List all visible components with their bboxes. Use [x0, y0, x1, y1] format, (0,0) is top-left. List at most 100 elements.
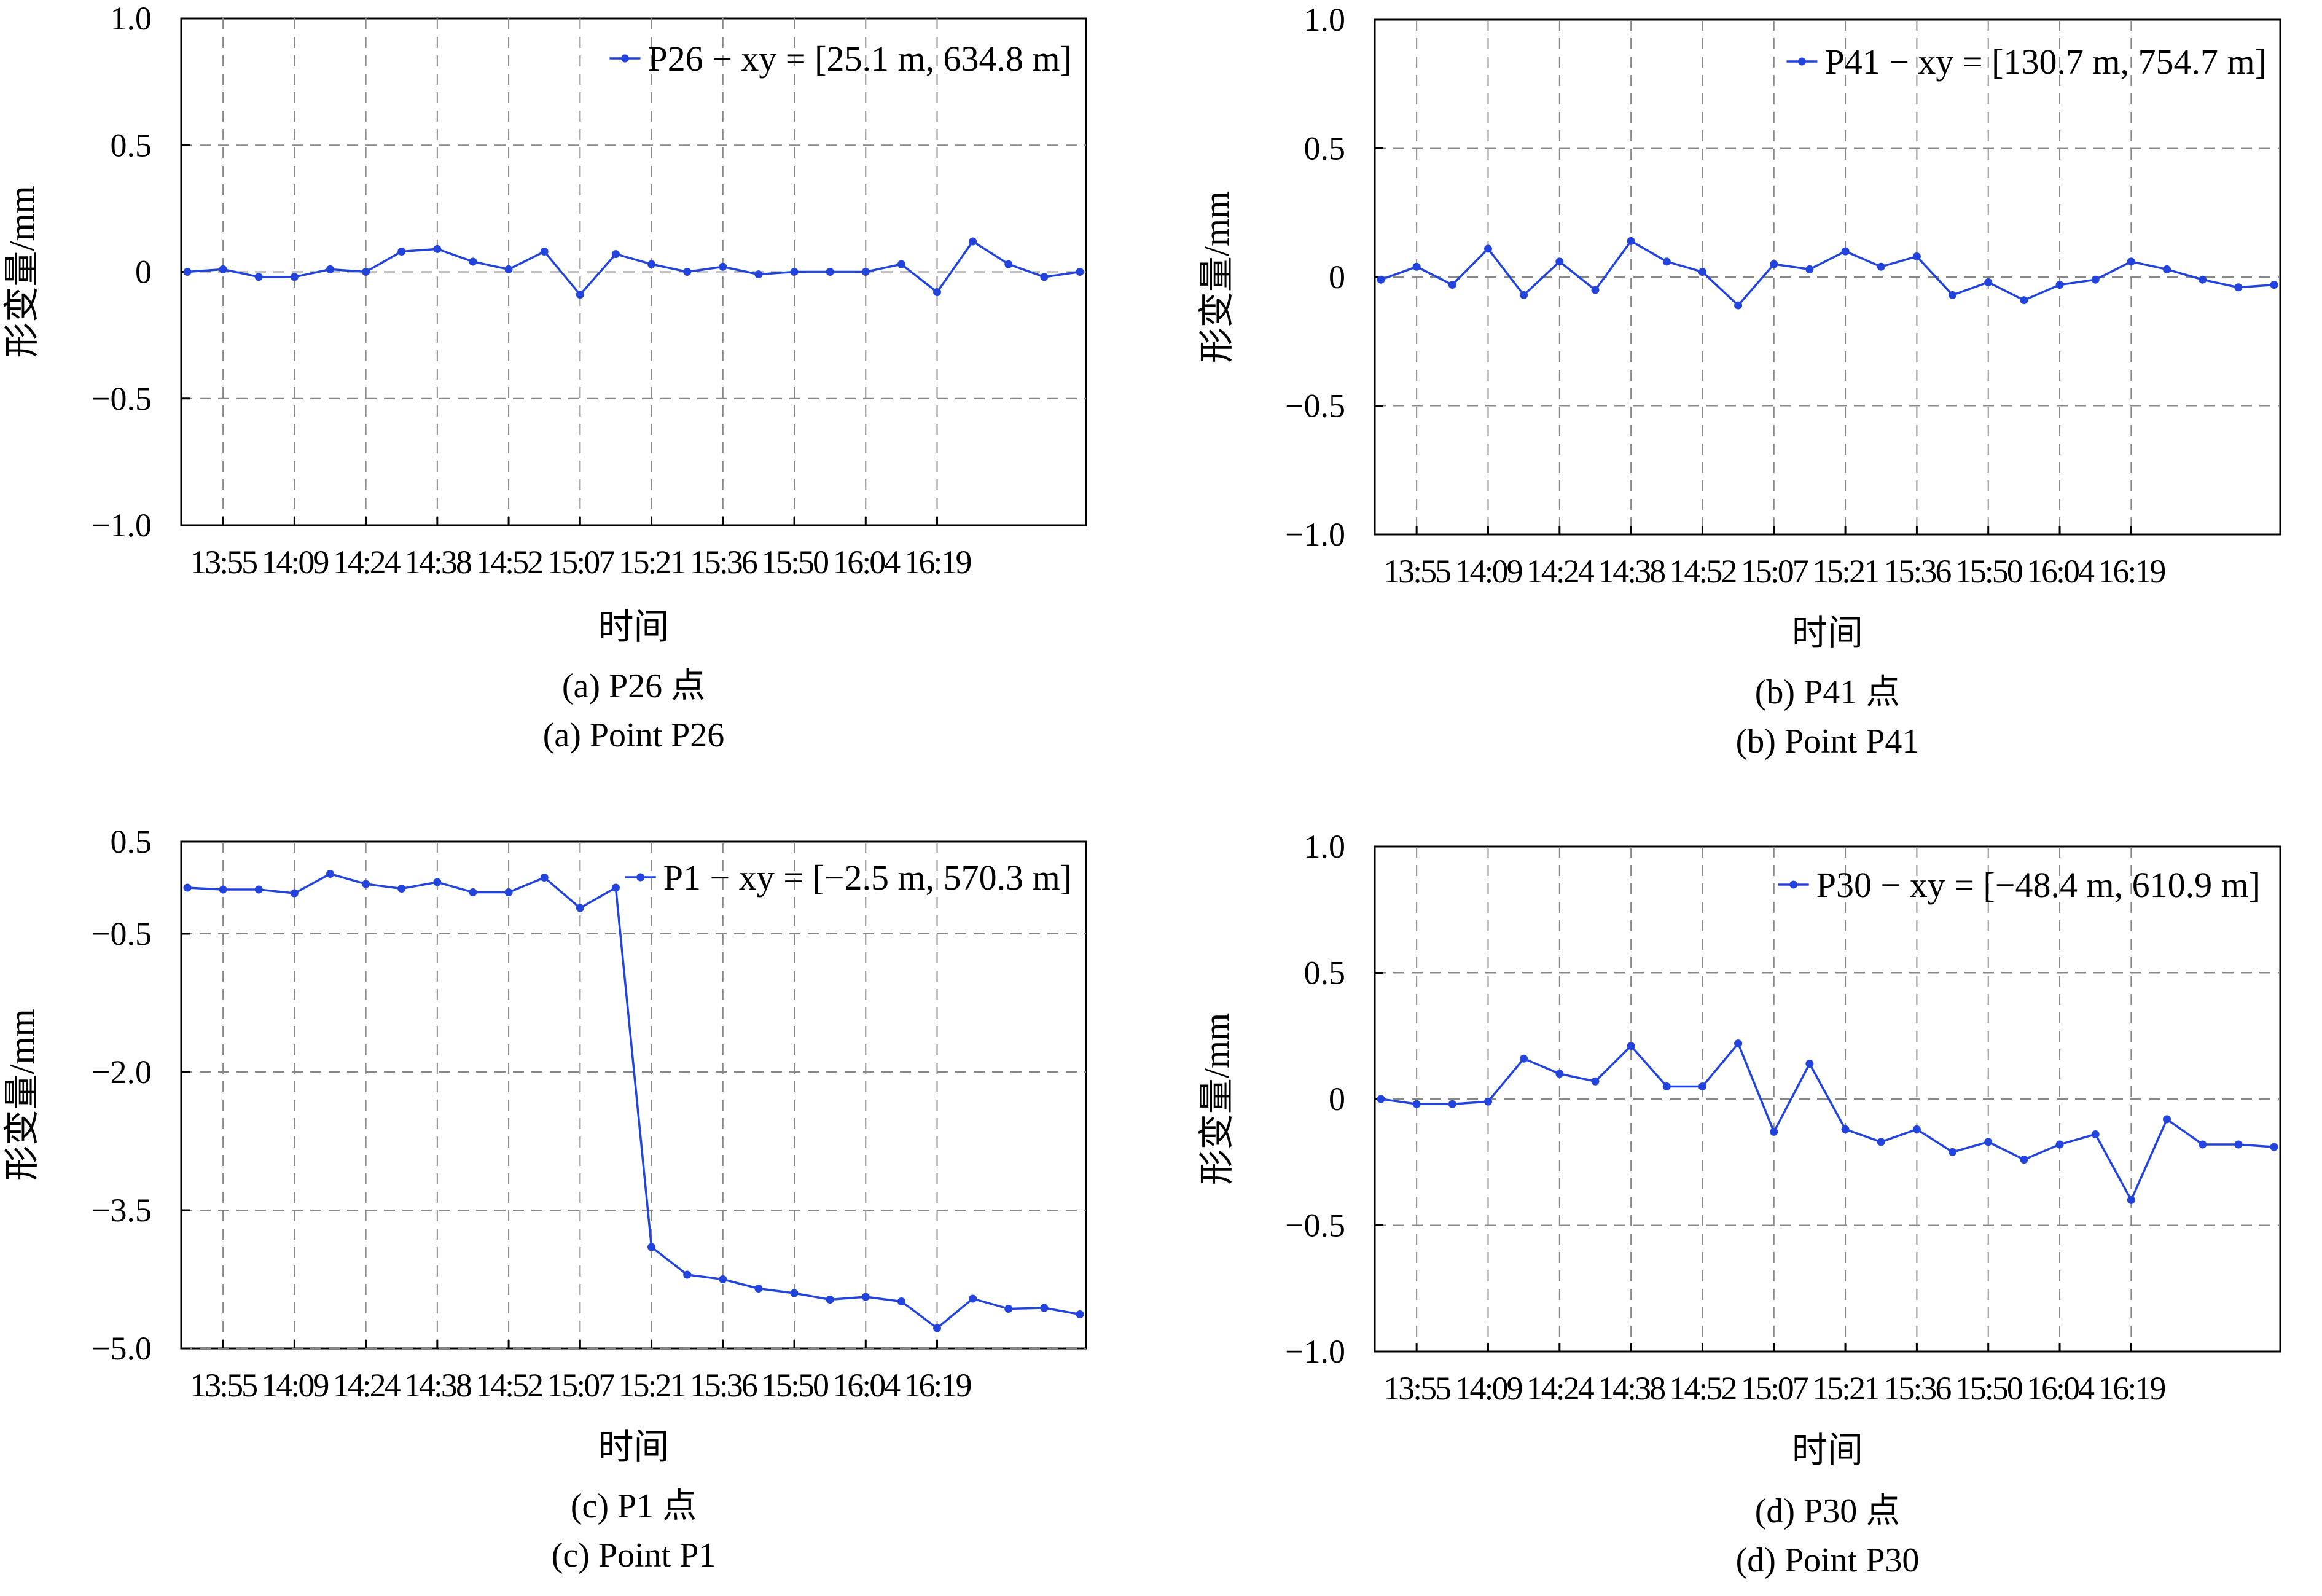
- x-tick-label: 16:19: [904, 1367, 971, 1404]
- y-tick-label: 0: [1329, 1081, 1345, 1117]
- data-point: [1698, 268, 1706, 276]
- series-line: [1380, 239, 2275, 307]
- caption-english: (c) Point P1: [552, 1536, 716, 1574]
- data-point: [1984, 278, 1993, 286]
- data-point: [2127, 1195, 2135, 1204]
- data-point: [647, 260, 656, 268]
- x-tick-label: 14:52: [475, 1367, 542, 1404]
- data-point: [540, 874, 549, 882]
- data-point: [1377, 1095, 1385, 1103]
- data-point: [897, 1297, 905, 1305]
- data-point: [1770, 260, 1778, 268]
- data-point: [897, 260, 905, 268]
- data-point: [1912, 252, 1921, 260]
- y-tick-label: 0: [135, 254, 152, 291]
- x-tick-label: 14:09: [261, 544, 328, 581]
- data-point: [504, 888, 513, 896]
- x-axis-label: 时间: [598, 1427, 669, 1467]
- x-tick-label: 14:09: [1455, 553, 1522, 590]
- data-point: [326, 870, 334, 878]
- data-point: [683, 268, 692, 276]
- y-tick-label: −5.0: [92, 1330, 152, 1367]
- data-point: [1040, 1304, 1049, 1312]
- y-tick-label: 0.5: [1304, 130, 1346, 167]
- data-point: [1377, 275, 1385, 284]
- data-point: [611, 250, 620, 259]
- data-point: [1040, 273, 1049, 281]
- data-point: [183, 268, 192, 276]
- x-tick-label: 16:19: [2098, 553, 2165, 590]
- data-point: [1949, 1148, 1957, 1156]
- caption-chinese: (c) P1 点: [571, 1487, 697, 1525]
- data-point: [2163, 1115, 2172, 1124]
- data-point: [469, 888, 477, 896]
- data-point: [1805, 265, 1814, 273]
- data-point: [433, 244, 442, 253]
- panel-p26: 13:55 14:09 14:24 14:38 14:52 15:07 15:21 15:36…: [2, 0, 1087, 754]
- data-point: [1520, 1054, 1528, 1063]
- data-point: [790, 268, 799, 276]
- x-tick-label: 16:04: [2027, 553, 2095, 590]
- data-point: [1698, 1082, 1706, 1090]
- series-line: [187, 872, 1081, 1330]
- data-point: [254, 273, 263, 281]
- y-tick-label: 1.0: [1304, 1, 1346, 38]
- data-point: [362, 268, 370, 276]
- caption-chinese: (d) P30 点: [1755, 1492, 1900, 1530]
- data-point: [1770, 1127, 1778, 1136]
- data-point: [1912, 1125, 1921, 1133]
- data-point: [1484, 244, 1492, 253]
- x-axis-label: 时间: [1792, 1430, 1863, 1470]
- x-tick-label: 15:07: [547, 544, 614, 581]
- caption-chinese: (b) P41 点: [1755, 673, 1900, 711]
- x-tick-label: 14:09: [261, 1367, 328, 1404]
- data-point: [969, 237, 977, 246]
- data-point: [933, 288, 942, 296]
- caption-english: (b) Point P41: [1736, 722, 1920, 761]
- data-point: [1520, 291, 1528, 299]
- legend: P41 − xy = [130.7 m, 754.7 m]: [1786, 42, 2267, 82]
- y-tick-label: −0.5: [92, 915, 152, 952]
- data-point: [2055, 1140, 2064, 1149]
- x-tick-label: 14:09: [1455, 1370, 1522, 1407]
- x-tick-label: 15:36: [690, 544, 757, 581]
- data-point: [1734, 1039, 1743, 1048]
- x-tick-label: 15:07: [1741, 1370, 1808, 1407]
- data-point: [397, 885, 406, 893]
- data-point: [1591, 1077, 1600, 1086]
- x-tick-label: 15:07: [1741, 553, 1808, 590]
- data-point: [2127, 257, 2135, 266]
- x-tick-label: 15:21: [619, 1367, 685, 1404]
- data-point: [1076, 268, 1084, 276]
- x-tick-label: 14:24: [1526, 1370, 1595, 1407]
- series-line: [187, 240, 1081, 297]
- data-point: [504, 265, 513, 273]
- caption-chinese: (a) P26 点: [562, 667, 705, 705]
- x-tick-label: 16:19: [904, 544, 971, 581]
- data-point: [1805, 1059, 1814, 1068]
- data-point: [2091, 275, 2100, 284]
- x-tick-label: 15:21: [1812, 553, 1878, 590]
- x-axis-label: 时间: [1792, 613, 1863, 653]
- x-tick-label: 14:38: [404, 1367, 471, 1404]
- x-tick-label: 13:55: [190, 1367, 257, 1404]
- data-point: [2199, 1140, 2207, 1149]
- x-axis-label: 时间: [598, 607, 669, 647]
- y-tick-label: −0.5: [1285, 1207, 1345, 1244]
- x-tick-label: 13:55: [1383, 553, 1450, 590]
- x-tick-label: 14:24: [333, 544, 401, 581]
- x-tick-label: 15:50: [761, 544, 828, 581]
- x-tick-label: 16:04: [2027, 1370, 2095, 1407]
- x-tick-label: 15:21: [619, 544, 685, 581]
- data-point: [397, 248, 406, 256]
- caption-english: (a) Point P26: [543, 716, 725, 754]
- data-point: [183, 883, 192, 892]
- data-point: [861, 268, 870, 276]
- data-point: [1877, 262, 1885, 271]
- data-point: [1841, 247, 1850, 256]
- data-point: [861, 1293, 870, 1301]
- y-tick-label: 0.5: [111, 127, 152, 163]
- y-tick-label: −0.5: [1285, 388, 1345, 424]
- panel-p30: 13:55 14:09 14:24 14:38 14:52 15:07 15:21 15:36…: [1197, 828, 2281, 1579]
